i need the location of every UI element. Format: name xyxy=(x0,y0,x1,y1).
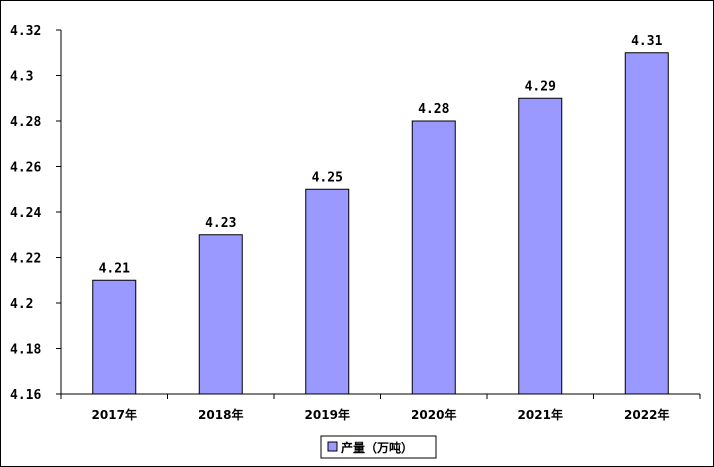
bars xyxy=(92,52,669,395)
x-tick-label: 2019年 xyxy=(305,407,350,422)
y-tick-label: 4.24 xyxy=(10,206,41,221)
data-label: 4.29 xyxy=(525,79,556,94)
x-tick-label: 2022年 xyxy=(624,407,669,422)
bar xyxy=(305,188,350,395)
y-tick-label: 4.32 xyxy=(10,24,41,39)
data-label: 4.23 xyxy=(205,216,236,231)
bar xyxy=(411,120,456,395)
chart-axes xyxy=(60,30,700,395)
y-tick-label: 4.22 xyxy=(10,252,41,267)
y-tick-label: 4.18 xyxy=(10,343,41,358)
y-tick-label: 4.3 xyxy=(10,70,33,85)
y-tick-label: 4.2 xyxy=(10,297,33,312)
legend: 产量（万吨） xyxy=(320,435,437,459)
x-tick-label: 2020年 xyxy=(411,407,456,422)
y-tick-label: 4.28 xyxy=(10,115,41,130)
legend-box xyxy=(320,435,437,459)
x-tick-label: 2018年 xyxy=(198,407,243,422)
data-labels: 4.21 4.23 4.25 4.28 4.29 4.31 xyxy=(99,34,663,277)
x-tick-label: 2021年 xyxy=(518,407,563,422)
bar xyxy=(518,97,563,395)
data-label: 4.21 xyxy=(99,261,130,276)
y-tick-label: 4.26 xyxy=(10,161,41,176)
legend-label: 产量（万吨） xyxy=(341,440,413,455)
bar xyxy=(92,279,137,395)
data-label: 4.25 xyxy=(312,170,343,185)
data-label: 4.28 xyxy=(418,102,449,117)
x-tick-label: 2017年 xyxy=(92,407,137,422)
y-tick-label: 4.16 xyxy=(10,388,41,403)
bar xyxy=(198,234,243,395)
y-axis-ticks: 4.16 4.18 4.2 4.22 4.24 4.26 4.28 4.3 4.32 xyxy=(10,24,61,403)
bar xyxy=(624,52,669,395)
legend-swatch xyxy=(327,441,338,452)
x-axis-ticks: 2017年 2018年 2019年 2020年 2021年 2022年 xyxy=(60,394,701,422)
data-label: 4.31 xyxy=(631,34,662,49)
